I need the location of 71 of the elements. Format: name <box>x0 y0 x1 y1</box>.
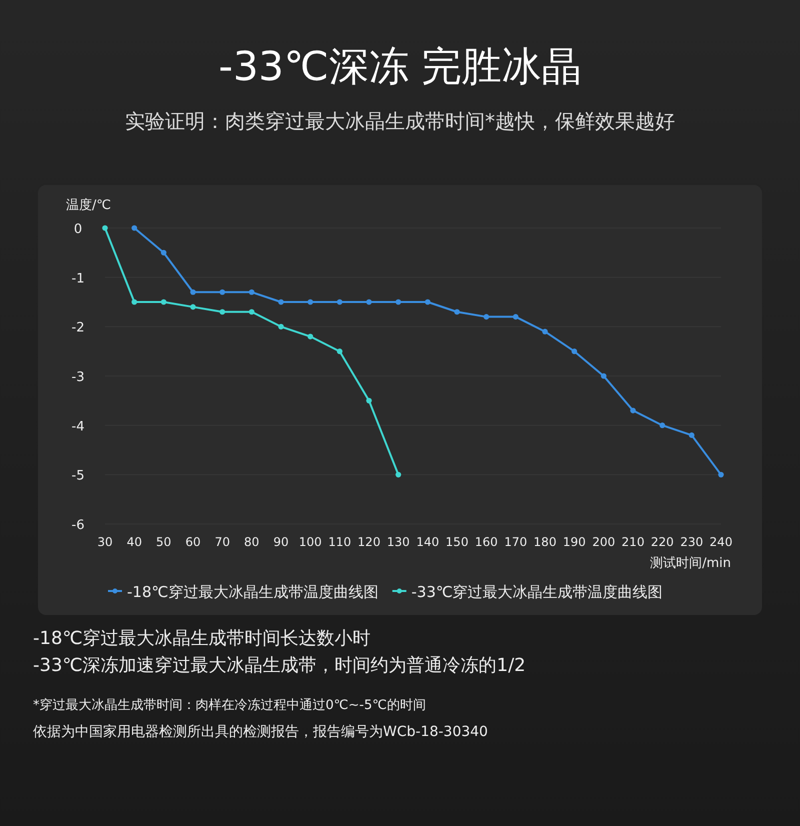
point <box>660 422 666 428</box>
point <box>248 309 254 315</box>
point <box>484 314 490 320</box>
point <box>132 299 138 305</box>
x-tick-label: 230 <box>680 535 704 549</box>
x-tick-label: 100 <box>298 535 322 549</box>
legend-label: -18℃穿过最大冰晶生成带温度曲线图 <box>127 583 378 601</box>
point <box>278 324 284 330</box>
x-tick-label: 150 <box>446 535 468 549</box>
point <box>336 299 342 305</box>
legend-label: -33℃穿过最大冰晶生成带温度曲线图 <box>411 583 663 601</box>
point <box>278 299 284 305</box>
text: -33℃深冻加速穿过最大冰晶生成带，时间约为普通冷冻的1/2 <box>33 655 526 676</box>
y-tick-label: -3 <box>72 370 84 385</box>
point <box>630 408 636 414</box>
point <box>102 225 108 231</box>
x-tick-label: 180 <box>534 535 556 549</box>
y-tick-label: -4 <box>72 419 84 434</box>
point <box>190 304 196 310</box>
point <box>220 309 226 315</box>
text: 依据为中国家用电器检测所出具的检测报告，报告编号为WCb-18-30340 <box>33 724 488 740</box>
x-tick-label: 40 <box>126 535 142 549</box>
x-tick-label: 210 <box>622 535 644 549</box>
y-tick-label: 0 <box>74 222 82 237</box>
y-tick-label: -5 <box>72 468 84 484</box>
x-axis-title: 测试时间/min <box>650 556 731 571</box>
y-tick-label: -2 <box>72 320 84 336</box>
point <box>572 348 578 354</box>
y-axis-title: 温度/℃ <box>66 197 111 213</box>
point <box>308 334 314 340</box>
point <box>512 314 518 320</box>
x-tick-label: 140 <box>416 535 440 549</box>
point <box>366 398 372 404</box>
point <box>160 250 166 256</box>
point <box>424 299 430 305</box>
x-tick-label: 170 <box>504 535 528 549</box>
point <box>718 472 724 478</box>
point <box>336 348 342 354</box>
point <box>248 289 254 295</box>
point <box>190 289 196 295</box>
x-tick-label: 190 <box>562 535 586 549</box>
x-tick-label: 130 <box>386 535 410 549</box>
x-tick-label: 90 <box>273 535 289 549</box>
point <box>308 299 314 305</box>
text: *穿过最大冰晶生成带时间：肉样在冷冻过程中通过0℃~-5℃的时间 <box>33 698 426 713</box>
point <box>396 472 402 478</box>
point <box>160 299 166 305</box>
x-tick-label: 30 <box>97 535 113 549</box>
point <box>688 432 694 438</box>
x-tick-label: 80 <box>244 535 260 549</box>
x-tick-label: 200 <box>592 535 616 549</box>
chart-subtitle: 实验证明：肉类穿过最大冰晶生成带时间*越快，保鲜效果越好 <box>125 109 675 133</box>
text: -18℃穿过最大冰晶生成带时间长达数小时 <box>33 628 371 649</box>
x-tick-label: 70 <box>214 535 230 549</box>
point <box>220 289 226 295</box>
point <box>600 373 606 379</box>
x-tick-label: 160 <box>474 535 498 549</box>
point <box>396 299 402 305</box>
x-tick-label: 50 <box>156 535 172 549</box>
x-tick-label: 120 <box>358 535 380 549</box>
x-tick-label: 60 <box>185 535 201 549</box>
x-tick-label: 220 <box>650 535 674 549</box>
point <box>542 328 548 334</box>
y-tick-label: -6 <box>72 518 84 533</box>
chart-title: -33℃深冻 完胜冰晶 <box>218 44 582 90</box>
y-tick-label: -1 <box>72 271 84 286</box>
point <box>366 299 372 305</box>
point <box>132 225 138 231</box>
point <box>454 309 460 315</box>
x-tick-label: 240 <box>710 535 732 549</box>
x-tick-label: 110 <box>328 535 352 549</box>
